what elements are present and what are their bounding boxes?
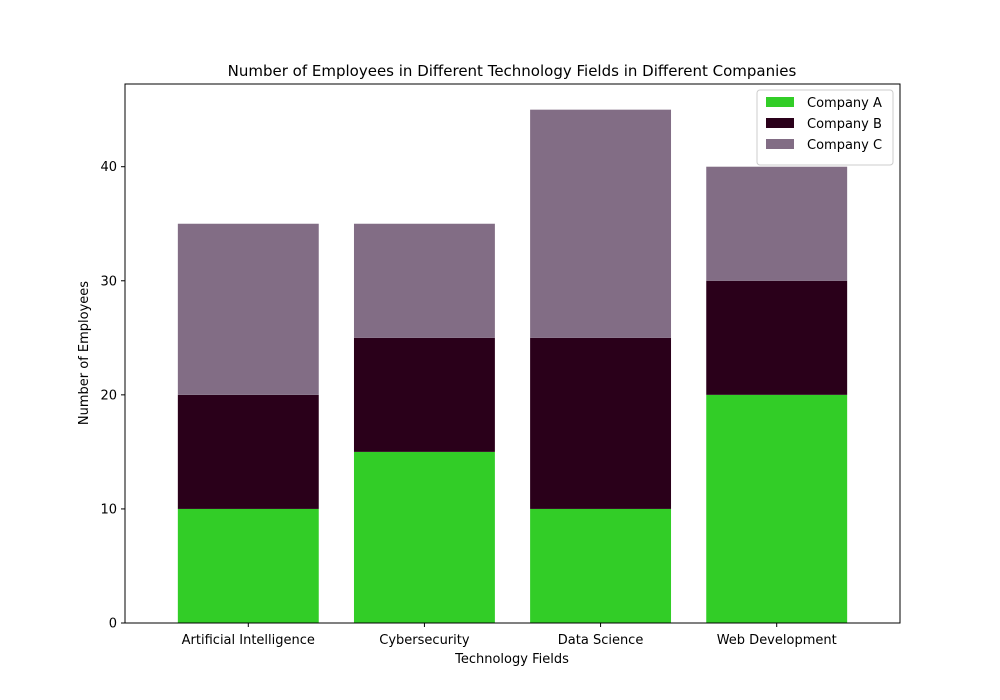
- legend-swatch-company-c: [766, 139, 794, 149]
- legend: Company A Company B Company C: [756, 89, 894, 166]
- y-tick-label: 20: [100, 388, 117, 403]
- x-axis: Artificial Intelligence Cybersecurity Data…: [182, 623, 837, 648]
- bar-company-a-web-development: [706, 394, 848, 623]
- bars-group: [177, 109, 848, 623]
- bar-company-a-data-science: [530, 508, 672, 623]
- bar-company-a-artificial-intelligence: [177, 508, 319, 623]
- bar-company-b-web-development: [706, 280, 848, 395]
- bar-company-c-artificial-intelligence: [177, 223, 319, 395]
- y-axis: 0 10 20 30 40: [100, 160, 125, 632]
- x-axis-label: Technology Fields: [454, 652, 569, 667]
- legend-label-company-b: Company B: [807, 117, 882, 132]
- bar-company-b-cybersecurity: [353, 337, 495, 452]
- chart-title: Number of Employees in Different Technol…: [228, 62, 797, 80]
- bar-company-c-data-science: [530, 109, 672, 338]
- y-tick-label: 0: [109, 617, 117, 632]
- bar-company-b-artificial-intelligence: [177, 394, 319, 509]
- bar-company-c-cybersecurity: [353, 223, 495, 338]
- legend-label-company-a: Company A: [807, 96, 882, 111]
- legend-swatch-company-a: [766, 97, 794, 107]
- legend-swatch-company-b: [766, 118, 794, 128]
- x-tick-label: Data Science: [558, 633, 644, 648]
- x-tick-label: Web Development: [717, 633, 837, 648]
- y-tick-label: 40: [100, 160, 117, 175]
- plot-frame: [124, 83, 901, 624]
- y-tick-label: 30: [100, 274, 117, 289]
- y-axis-label: Number of Employees: [77, 281, 92, 425]
- x-tick-label: Cybersecurity: [379, 633, 470, 648]
- bar-company-a-cybersecurity: [353, 451, 495, 623]
- bar-company-c-web-development: [706, 166, 848, 281]
- x-tick-label: Artificial Intelligence: [182, 633, 315, 648]
- bar-company-b-data-science: [530, 337, 672, 509]
- legend-label-company-c: Company C: [807, 138, 882, 153]
- y-tick-label: 10: [100, 502, 117, 517]
